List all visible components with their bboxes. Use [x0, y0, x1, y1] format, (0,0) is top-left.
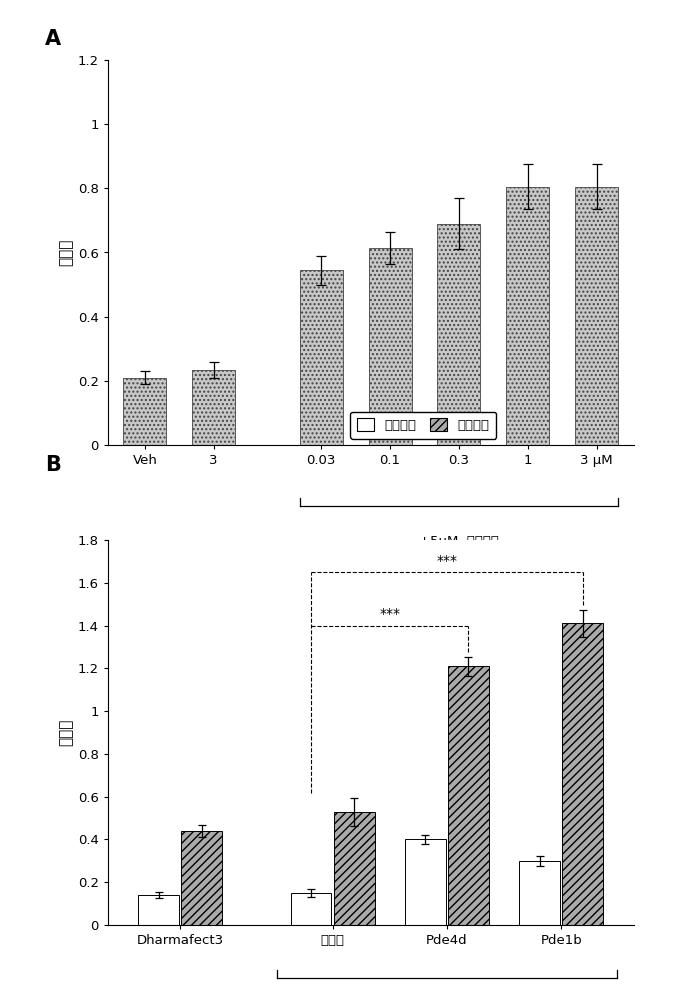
Text: B: B [44, 455, 61, 475]
Bar [448, 666, 489, 925]
Legend: 没有处理, 佛司可林: 没有处理, 佛司可林 [350, 412, 496, 439]
Bar [123, 378, 166, 445]
Bar [290, 893, 332, 925]
Bar [181, 831, 222, 925]
Bar [437, 224, 481, 445]
Bar [138, 895, 179, 925]
Bar [519, 861, 560, 925]
Bar [369, 248, 412, 445]
Text: A: A [44, 29, 61, 49]
Bar [334, 812, 375, 925]
Bar [192, 370, 235, 445]
Bar [506, 187, 549, 445]
Y-axis label: 分枝点: 分枝点 [59, 719, 73, 746]
Bar [562, 623, 603, 925]
Bar [575, 187, 618, 445]
Text: +5μM  佛司可林: +5μM 佛司可林 [419, 535, 499, 548]
Bar [300, 270, 343, 445]
Text: ***: *** [436, 554, 458, 568]
Text: ***: *** [379, 607, 400, 621]
Bar [405, 839, 446, 925]
Y-axis label: 分枝点: 分枝点 [59, 239, 73, 266]
